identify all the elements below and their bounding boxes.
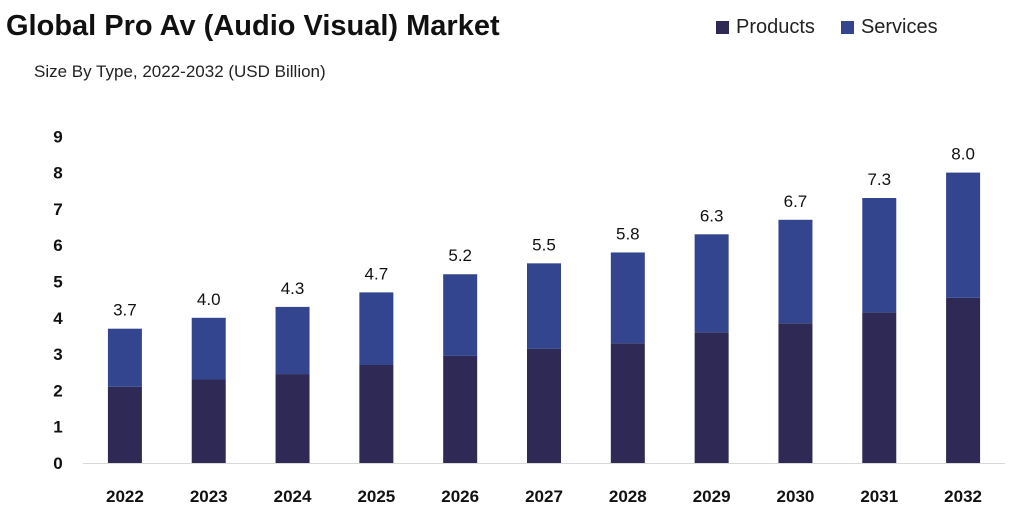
bar-products xyxy=(778,323,813,463)
bar-services xyxy=(610,252,645,344)
bar-total-label: 4.7 xyxy=(365,264,389,283)
bar-total-label: 6.7 xyxy=(784,192,808,211)
y-tick-label: 7 xyxy=(53,200,62,219)
legend-item-products: Products xyxy=(716,16,815,39)
bar-total-label: 6.3 xyxy=(700,206,724,225)
bar-total-label: 4.3 xyxy=(281,279,305,298)
bar-total-label: 4.0 xyxy=(197,290,221,309)
bar-products xyxy=(610,343,645,463)
bar-services xyxy=(275,306,310,375)
y-tick-label: 0 xyxy=(53,454,62,473)
bar-services xyxy=(946,172,981,298)
legend-label-services: Services xyxy=(860,16,938,38)
x-tick-label: 2027 xyxy=(525,487,563,506)
x-tick-label: 2030 xyxy=(777,487,815,506)
bar-products xyxy=(443,355,478,463)
bar-total-label: 5.5 xyxy=(532,235,556,254)
x-tick-label: 2031 xyxy=(860,487,898,506)
y-tick-label: 4 xyxy=(53,309,63,328)
bar-products xyxy=(527,348,561,463)
bar-total-label: 7.3 xyxy=(867,170,891,189)
bar-total-label: 5.2 xyxy=(448,246,472,265)
bar-products xyxy=(107,386,142,463)
x-tick-label: 2024 xyxy=(274,487,312,506)
y-tick-label: 1 xyxy=(53,418,62,437)
y-tick-label: 3 xyxy=(53,345,62,364)
chart-title: Global Pro Av (Audio Visual) Market xyxy=(6,10,500,42)
bar-services xyxy=(443,274,478,356)
legend-item-services: Services xyxy=(840,16,938,39)
y-tick-label: 8 xyxy=(53,164,62,183)
bar-total-label: 5.8 xyxy=(616,224,640,243)
x-tick-label: 2025 xyxy=(357,487,395,506)
bar-total-label: 8.0 xyxy=(951,145,975,164)
x-tick-label: 2032 xyxy=(944,487,982,506)
y-tick-label: 9 xyxy=(53,127,62,146)
bar-services xyxy=(191,317,226,380)
bar-services xyxy=(862,198,897,313)
bar-total-label: 3.7 xyxy=(113,301,137,320)
bar-services xyxy=(694,234,729,333)
bar-products xyxy=(191,379,226,463)
bar-products xyxy=(694,332,729,463)
x-tick-label: 2028 xyxy=(609,487,647,506)
bar-services xyxy=(778,219,813,324)
y-tick-label: 2 xyxy=(53,381,62,400)
bar-products xyxy=(862,312,897,463)
x-tick-label: 2023 xyxy=(190,487,228,506)
x-tick-label: 2029 xyxy=(693,487,731,506)
legend: Products Services xyxy=(716,16,964,39)
bar-services xyxy=(359,292,394,365)
chart-subtitle: Size By Type, 2022-2032 (USD Billion) xyxy=(34,62,326,81)
bar-products xyxy=(275,374,310,463)
legend-label-products: Products xyxy=(736,16,815,38)
bar-services xyxy=(107,328,142,387)
x-tick-label: 2022 xyxy=(106,487,144,506)
x-tick-label: 2026 xyxy=(441,487,479,506)
bar-products xyxy=(946,297,981,463)
y-tick-label: 5 xyxy=(53,273,62,292)
y-tick-label: 6 xyxy=(53,236,62,255)
legend-swatch-products xyxy=(716,21,729,34)
bar-services xyxy=(527,263,561,349)
bar-products xyxy=(359,364,394,463)
legend-swatch-services xyxy=(840,21,854,34)
